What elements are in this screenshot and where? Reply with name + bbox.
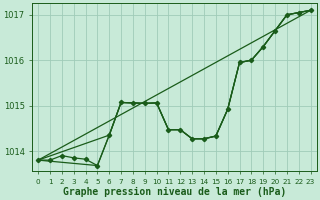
X-axis label: Graphe pression niveau de la mer (hPa): Graphe pression niveau de la mer (hPa) xyxy=(63,186,286,197)
